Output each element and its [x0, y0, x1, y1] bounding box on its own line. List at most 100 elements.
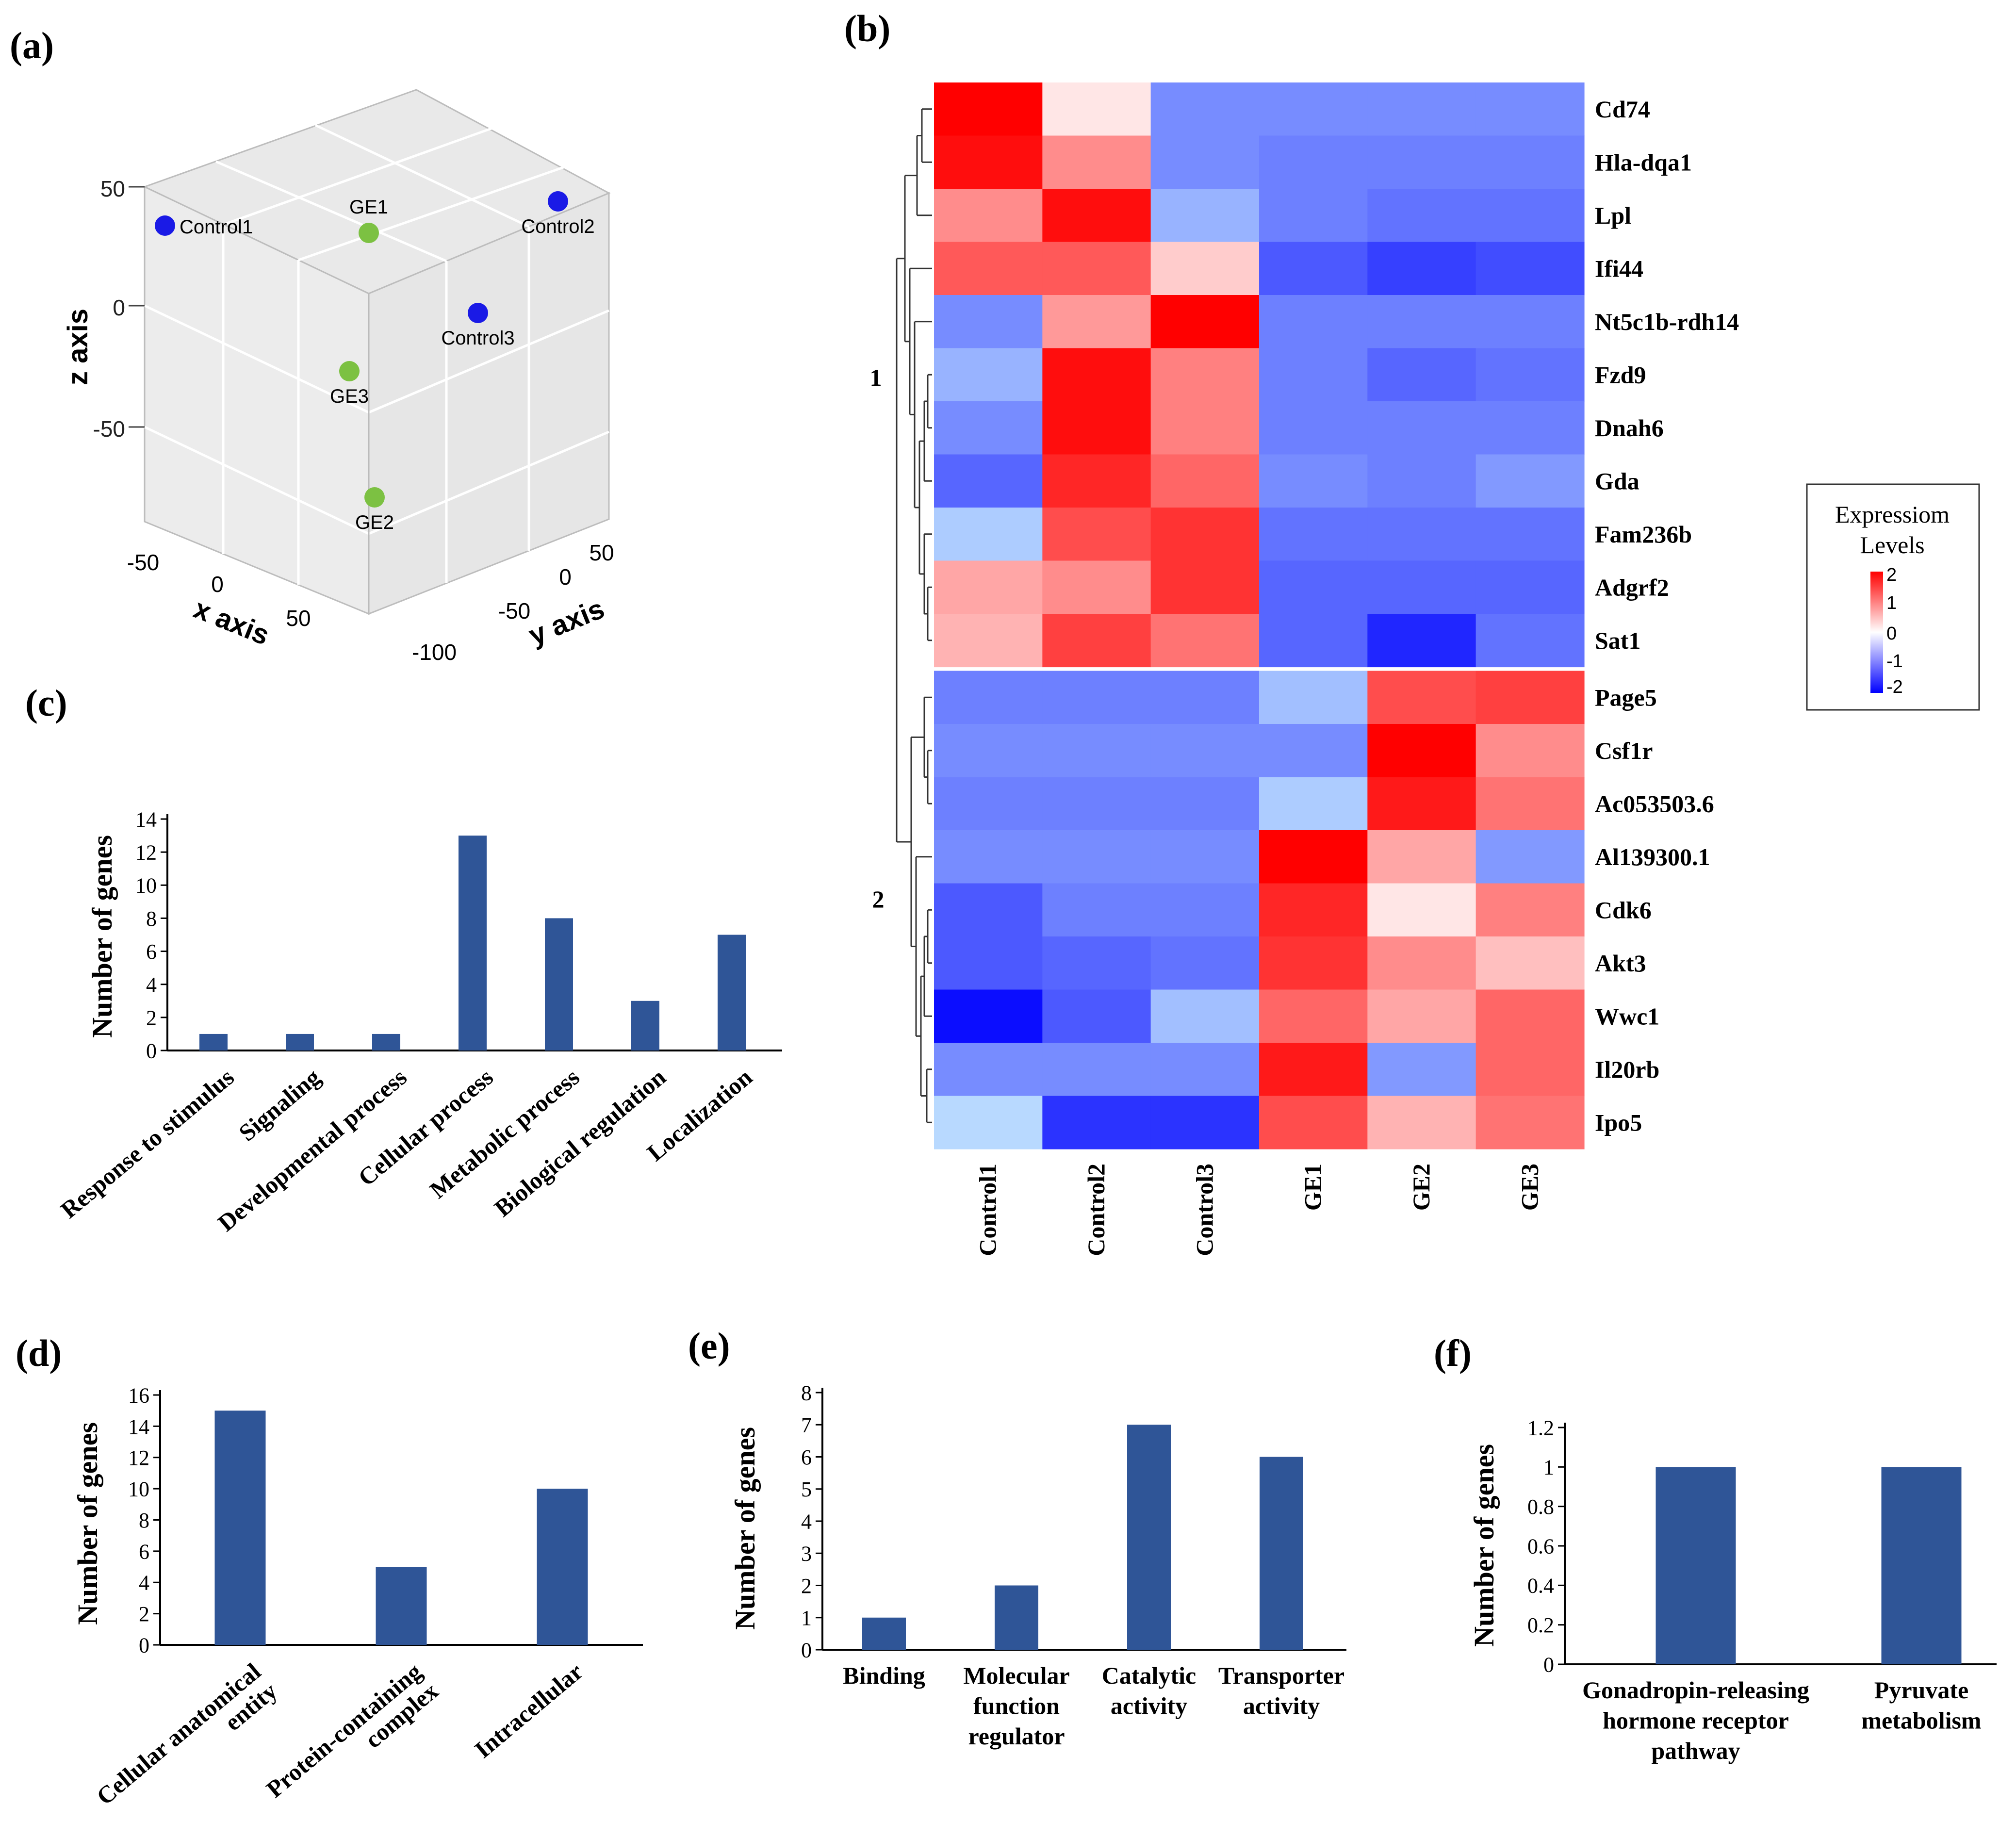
z-axis-label: z axis [62, 309, 94, 385]
y-tick-label: 0 [146, 1039, 157, 1063]
bar [214, 1411, 266, 1645]
heatmap-cell [1150, 401, 1260, 455]
heatmap-cell [1042, 401, 1151, 455]
heatmap-row-label: Ifi44 [1595, 255, 1643, 282]
bar [718, 935, 746, 1050]
heatmap-cell [1150, 1096, 1260, 1149]
y-tick-label: 0.4 [1527, 1574, 1554, 1598]
heatmap-cell [1367, 560, 1476, 614]
heatmap-cell [1259, 560, 1368, 614]
bar [1655, 1467, 1736, 1664]
heatmap-cell [1042, 671, 1151, 724]
x-tick-label: Molecular function regulator [963, 1662, 1069, 1750]
heatmap-cell [1150, 989, 1260, 1043]
data-point [364, 487, 385, 508]
heatmap-cell [1150, 777, 1260, 831]
bar [376, 1567, 427, 1645]
heatmap-row-label: Nt5c1b-rdh14 [1595, 308, 1739, 335]
heatmap-cell [1367, 1043, 1476, 1097]
heatmap-cell [934, 454, 1043, 508]
heatmap-cell [1150, 348, 1260, 402]
heatmap-cell [1259, 242, 1368, 295]
bar-chart-biological-process: 0 2 4 6 8 10 12 14 Number of genes Response to st… [55, 807, 782, 1237]
heatmap-cell [1367, 82, 1476, 136]
data-point [468, 303, 488, 323]
bar [1127, 1425, 1171, 1650]
heatmap-cell [934, 671, 1043, 724]
heatmap-cell [1367, 401, 1476, 455]
heatmap-cell [1042, 135, 1151, 189]
heatmap-row-label: Al139300.1 [1595, 843, 1710, 870]
heatmap-row-label: Dnah6 [1595, 414, 1664, 442]
heatmap-cell [1259, 401, 1368, 455]
heatmap-cell [1475, 777, 1585, 831]
point-label: GE3 [330, 386, 369, 407]
heatmap-cell [1150, 671, 1260, 724]
y-tick-label: 10 [128, 1477, 149, 1501]
point-label: GE2 [355, 512, 394, 533]
heatmap-cell [934, 295, 1043, 349]
row-dendrogram [896, 108, 932, 1123]
heatmap-cell [1150, 830, 1260, 884]
y-tick-label: 16 [128, 1383, 149, 1407]
y-tick-label: 6 [146, 940, 157, 964]
heatmap-cell [1259, 830, 1368, 884]
heatmap-row-label: Akt3 [1595, 950, 1646, 977]
data-point [359, 223, 379, 243]
legend-title: Levels [1860, 531, 1924, 558]
heatmap-legend: Expressiom Levels 2 1 0 -1 -2 [1806, 483, 1980, 711]
bar [995, 1585, 1038, 1650]
x-tick-label: Response to stimulus [55, 1063, 239, 1223]
heatmap-row-label: Wwc1 [1595, 1002, 1659, 1030]
heatmap-cell [934, 135, 1043, 189]
y-tick-label: 0.8 [1527, 1495, 1554, 1519]
bar-chart-cellular-component: 0 2 4 6 8 10 12 14 16 Number of genes Cellular ana… [72, 1383, 643, 1810]
point-label: GE1 [349, 197, 388, 218]
heatmap-cell [1367, 135, 1476, 189]
bar [199, 1034, 228, 1050]
heatmap-cell [1367, 883, 1476, 937]
heatmap-cell [1475, 348, 1585, 402]
heatmap-row-label: Sat1 [1595, 627, 1640, 654]
heatmap-col-label: GE1 [1299, 1164, 1327, 1211]
heatmap-cell [1259, 936, 1368, 990]
x-tick-label: Intracellular [469, 1657, 588, 1763]
heatmap-row-label: Csf1r [1595, 737, 1653, 764]
heatmap-cell [934, 560, 1043, 614]
bar [372, 1034, 400, 1050]
heatmap-cell [1259, 777, 1368, 831]
heatmap-cell [1259, 454, 1368, 508]
y-axis-label: Number of genes [729, 1427, 761, 1630]
heatmap-row-label: Adgrf2 [1595, 574, 1669, 601]
heatmap-cell [934, 883, 1043, 937]
heatmap-row-label: Il20rb [1595, 1056, 1659, 1083]
heatmap-cell [934, 989, 1043, 1043]
heatmap-row-label: Fam236b [1595, 521, 1692, 548]
heatmap-cell [1150, 135, 1260, 189]
heatmap-cell [934, 508, 1043, 561]
heatmap-cell [1042, 777, 1151, 831]
y-tick-label: 0.6 [1527, 1534, 1554, 1558]
y-axis-label: Number of genes [1468, 1444, 1500, 1647]
heatmap-cell [934, 614, 1043, 668]
legend-title: Expressiom [1835, 501, 1950, 528]
heatmap-cell [1259, 614, 1368, 668]
point-label: Control2 [521, 216, 594, 237]
heatmap-cell [1259, 348, 1368, 402]
heatmap-cell [934, 1096, 1043, 1149]
heatmap-cell [1259, 295, 1368, 349]
heatmap-col-label: Control2 [1082, 1164, 1110, 1256]
y-tick-label: 8 [139, 1509, 149, 1532]
heatmap-cell [1475, 189, 1585, 243]
heatmap-col-label: GE2 [1408, 1164, 1435, 1211]
heatmap-cell [1042, 830, 1151, 884]
heatmap-cell [1042, 1043, 1151, 1097]
y-tick-label: 6 [139, 1540, 149, 1563]
heatmap-cell [1259, 82, 1368, 136]
heatmap-cell [934, 348, 1043, 402]
heatmap-row-label: Cdk6 [1595, 896, 1652, 923]
panel-label-b: (b) [844, 7, 890, 49]
y-tick-label: 3 [801, 1542, 812, 1566]
heatmap-cell [1475, 936, 1585, 990]
x-tick-label: Metabolic process [425, 1063, 585, 1204]
